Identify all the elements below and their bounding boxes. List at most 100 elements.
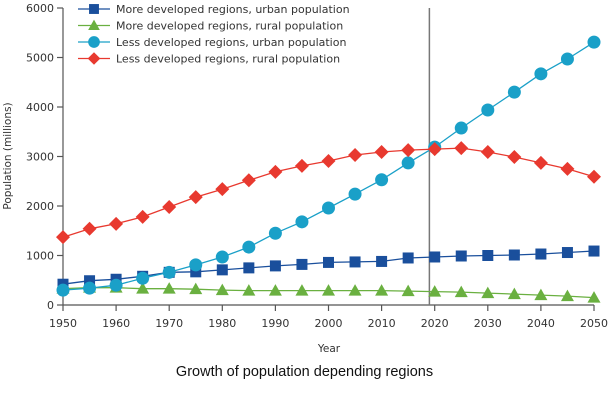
data-point-diamond — [56, 230, 70, 245]
population-line-chart: 0 1000 2000 3000 4000 5000 6000 1950 1960 1970 198… — [2, 2, 608, 355]
data-point-circle — [560, 52, 574, 66]
x-tick-label: 2040 — [527, 317, 555, 330]
data-point-circle — [83, 281, 97, 295]
data-point-triangle — [454, 285, 468, 298]
data-point-diamond — [241, 173, 256, 188]
data-point-circle — [136, 271, 150, 285]
data-point-square — [376, 255, 388, 267]
data-point-diamond — [507, 149, 522, 164]
data-point-diamond — [480, 145, 495, 160]
data-point-diamond — [533, 155, 548, 170]
x-tick-label: 2000 — [315, 317, 343, 330]
data-point-triangle — [375, 284, 389, 296]
data-point-triangle — [534, 288, 548, 301]
legend-label: Less developed regions, urban population — [116, 36, 346, 49]
data-point-diamond — [109, 216, 124, 231]
series-diamond — [56, 141, 601, 245]
legend-label: More developed regions, urban population — [116, 3, 350, 16]
data-point-circle — [454, 121, 468, 135]
legend-item: More developed regions, rural population — [78, 20, 343, 33]
data-point-circle — [56, 283, 70, 297]
data-point-square — [323, 256, 334, 268]
data-point-diamond — [162, 199, 177, 214]
data-point-triangle — [242, 284, 256, 296]
data-point-circle — [109, 278, 123, 292]
data-point-diamond — [188, 190, 203, 205]
data-point-diamond — [135, 209, 150, 224]
data-point-square — [269, 260, 281, 272]
data-point-square — [561, 247, 573, 259]
data-point-diamond — [348, 148, 363, 163]
legend-marker-triangle — [88, 19, 100, 30]
data-point-square — [402, 252, 414, 264]
x-tick-label: 2050 — [580, 317, 608, 330]
data-point-triangle — [136, 282, 150, 294]
y-tick-label: 2000 — [26, 200, 54, 213]
data-point-diamond — [321, 153, 336, 168]
series-group — [56, 35, 601, 303]
x-tick-label: 1960 — [102, 317, 130, 330]
data-point-square — [84, 275, 96, 287]
data-point-diamond — [454, 141, 469, 156]
axes: 0 1000 2000 3000 4000 5000 6000 1950 1960 1970 198… — [26, 2, 608, 330]
data-point-triangle — [428, 285, 442, 297]
data-point-diamond — [560, 161, 575, 176]
y-axis-title: Population (millions) — [2, 102, 14, 209]
legend: More developed regions, urban population… — [78, 3, 350, 66]
data-point-triangle — [189, 282, 203, 295]
data-point-circle — [348, 187, 362, 201]
data-point-triangle — [215, 283, 229, 296]
x-tick-label: 2010 — [368, 317, 396, 330]
legend-item: Less developed regions, urban population — [78, 36, 346, 49]
x-tick-label: 2030 — [474, 317, 502, 330]
data-point-diamond — [294, 158, 309, 173]
y-tick-label: 1000 — [26, 250, 54, 263]
data-point-square — [190, 266, 202, 278]
y-tick-label: 5000 — [26, 52, 54, 65]
data-point-triangle — [322, 284, 335, 296]
data-point-square — [588, 245, 600, 257]
data-point-circle — [481, 103, 495, 117]
x-tick-label: 1970 — [155, 317, 183, 330]
data-point-diamond — [268, 164, 283, 179]
legend-item: More developed regions, urban population — [78, 3, 350, 16]
x-axis-title: Year — [317, 343, 341, 355]
data-point-square — [243, 262, 255, 274]
data-point-circle — [534, 67, 548, 81]
x-tick-label: 2020 — [421, 317, 449, 330]
y-tick-label: 4000 — [26, 101, 54, 114]
data-point-circle — [268, 226, 282, 240]
data-point-diamond — [374, 145, 389, 160]
data-point-square — [482, 250, 494, 261]
data-point-circle — [375, 173, 389, 187]
legend-item: Less developed regions, rural population — [78, 52, 340, 66]
data-point-circle — [587, 35, 601, 49]
data-point-diamond — [401, 143, 416, 158]
data-point-triangle — [587, 291, 601, 303]
series-circle — [56, 35, 601, 297]
data-point-circle — [215, 250, 229, 264]
data-point-circle — [162, 265, 176, 279]
data-point-circle — [401, 156, 415, 170]
y-tick-label: 6000 — [26, 2, 54, 15]
data-point-diamond — [587, 169, 601, 184]
data-point-triangle — [348, 284, 362, 296]
figure-caption: Growth of population depending regions — [175, 364, 434, 380]
data-point-square — [508, 249, 520, 261]
data-point-square — [349, 256, 361, 268]
data-point-diamond — [427, 142, 442, 157]
data-point-circle — [295, 215, 309, 229]
x-tick-label: 1950 — [49, 317, 77, 330]
data-point-diamond — [82, 221, 97, 236]
legend-label: More developed regions, rural population — [116, 20, 343, 33]
data-point-square — [216, 264, 228, 276]
data-point-circle — [507, 85, 521, 99]
series-triangle — [56, 281, 601, 303]
data-point-triangle — [560, 289, 574, 302]
legend-marker-circle — [88, 36, 100, 48]
y-tick-label: 3000 — [26, 151, 54, 164]
x-tick-label: 1990 — [261, 317, 289, 330]
legend-label: Less developed regions, rural population — [116, 53, 340, 66]
data-point-triangle — [162, 282, 176, 294]
data-point-triangle — [481, 286, 495, 299]
